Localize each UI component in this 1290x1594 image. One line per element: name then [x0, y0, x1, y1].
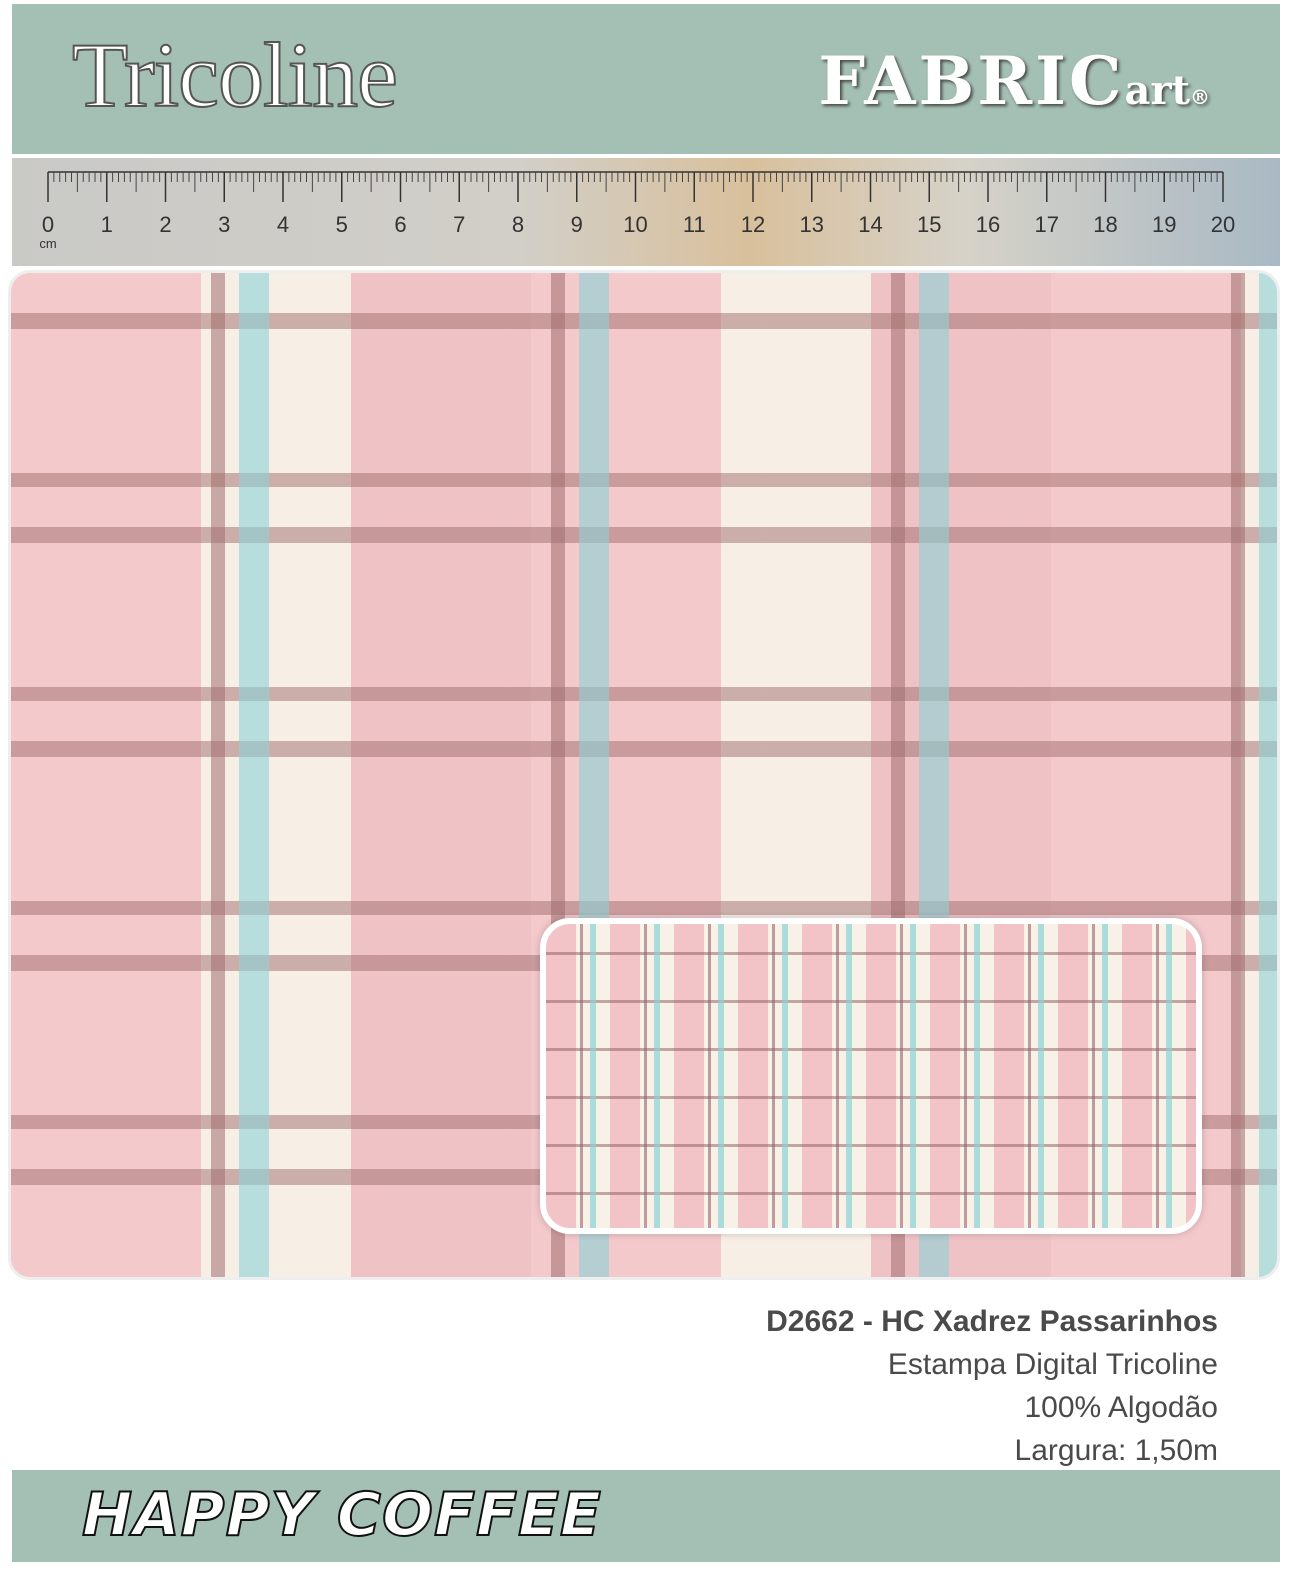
ruler-label: 18 — [1093, 212, 1117, 237]
collection-name: HAPPY COFFEE — [81, 1479, 602, 1551]
ruler-label: 0 — [42, 212, 54, 237]
ruler-label: 9 — [571, 212, 583, 237]
ruler-label: 6 — [394, 212, 406, 237]
ruler-label: 13 — [800, 212, 824, 237]
ruler-label: 10 — [623, 212, 647, 237]
product-line: Largura: 1,50m — [1014, 1434, 1218, 1467]
ruler-label: 19 — [1152, 212, 1176, 237]
footer: HAPPY COFFEE — [12, 1470, 1280, 1562]
ruler-label: 15 — [917, 212, 941, 237]
logo-mark: ® — [1190, 85, 1210, 109]
ruler-label: 14 — [858, 212, 882, 237]
ruler-label: 20 — [1211, 212, 1235, 237]
ruler-label: 1 — [101, 212, 113, 237]
ruler-label: 2 — [159, 212, 171, 237]
brand-title: Tricoline — [71, 23, 399, 127]
ruler-label: 8 — [512, 212, 524, 237]
ruler-label: 16 — [976, 212, 1000, 237]
logo-sub: art — [1124, 67, 1190, 114]
ruler: 0 1 2 3 4 5 6 7 8 9 10 11 12 13 14 15 16 17 18 19 20 cm — [12, 158, 1280, 266]
product-info: D2662 - HC Xadrez Passarinhos Estampa Di… — [766, 1300, 1218, 1472]
ruler-label: 12 — [741, 212, 765, 237]
ruler-label: 7 — [453, 212, 465, 237]
logo: FABRICart® — [818, 42, 1210, 120]
ruler-label: 17 — [1035, 212, 1059, 237]
fabric-swatch — [540, 918, 1202, 1234]
logo-main: FABRIC — [818, 42, 1125, 120]
ruler-label: 11 — [683, 212, 706, 237]
ruler-unit: cm — [39, 236, 56, 251]
ruler-label: 3 — [218, 212, 230, 237]
product-name: D2662 - HC Xadrez Passarinhos — [766, 1305, 1218, 1338]
header: Tricoline FABRICart® — [12, 4, 1280, 154]
product-line: 100% Algodão — [1024, 1391, 1218, 1424]
ruler-label: 5 — [336, 212, 348, 237]
product-line: Estampa Digital Tricoline — [887, 1348, 1218, 1381]
ruler-label: 4 — [277, 212, 289, 237]
